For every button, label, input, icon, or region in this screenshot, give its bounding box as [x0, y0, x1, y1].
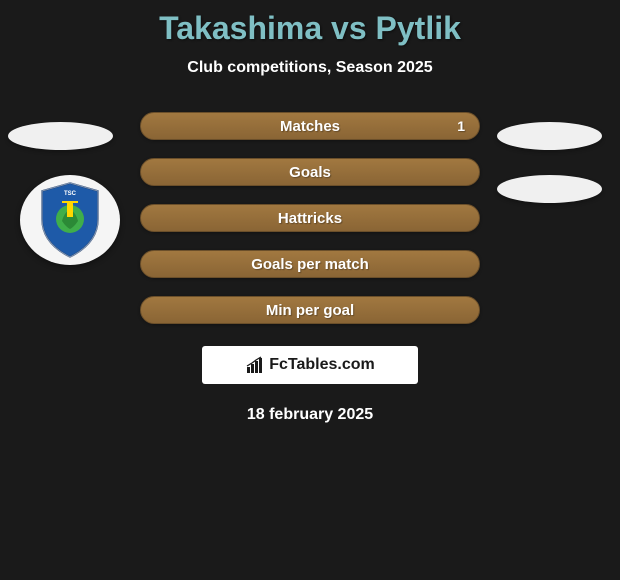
stat-label: Goals: [289, 164, 331, 181]
stat-pill-min-per-goal: Min per goal: [140, 296, 480, 324]
stat-pill-hattricks: Hattricks: [140, 204, 480, 232]
svg-text:TSC: TSC: [64, 191, 77, 197]
stat-label: Goals per match: [251, 256, 369, 273]
team-logo-right-2: [497, 175, 602, 203]
stat-label: Min per goal: [266, 302, 354, 319]
stat-pill-goals: Goals: [140, 158, 480, 186]
stat-pill-goals-per-match: Goals per match: [140, 250, 480, 278]
date-text: 18 february 2025: [0, 406, 620, 424]
subtitle: Club competitions, Season 2025: [0, 59, 620, 77]
team-logo-left-1: [8, 122, 113, 150]
team-logo-right-1: [497, 122, 602, 150]
shield-icon: TSC: [36, 181, 104, 259]
club-badge: TSC: [20, 175, 120, 265]
stat-value-right: 1: [457, 118, 465, 134]
stat-label: Hattricks: [278, 210, 342, 227]
club-badge-shield: TSC: [36, 181, 104, 259]
chart-icon: [245, 355, 265, 375]
brand-text: FcTables.com: [269, 356, 375, 374]
brand-box[interactable]: FcTables.com: [202, 346, 418, 384]
stat-pill-matches: Matches 1: [140, 112, 480, 140]
stat-label: Matches: [280, 118, 340, 135]
main-container: Takashima vs Pytlik Club competitions, S…: [0, 0, 620, 424]
page-title: Takashima vs Pytlik: [0, 10, 620, 47]
